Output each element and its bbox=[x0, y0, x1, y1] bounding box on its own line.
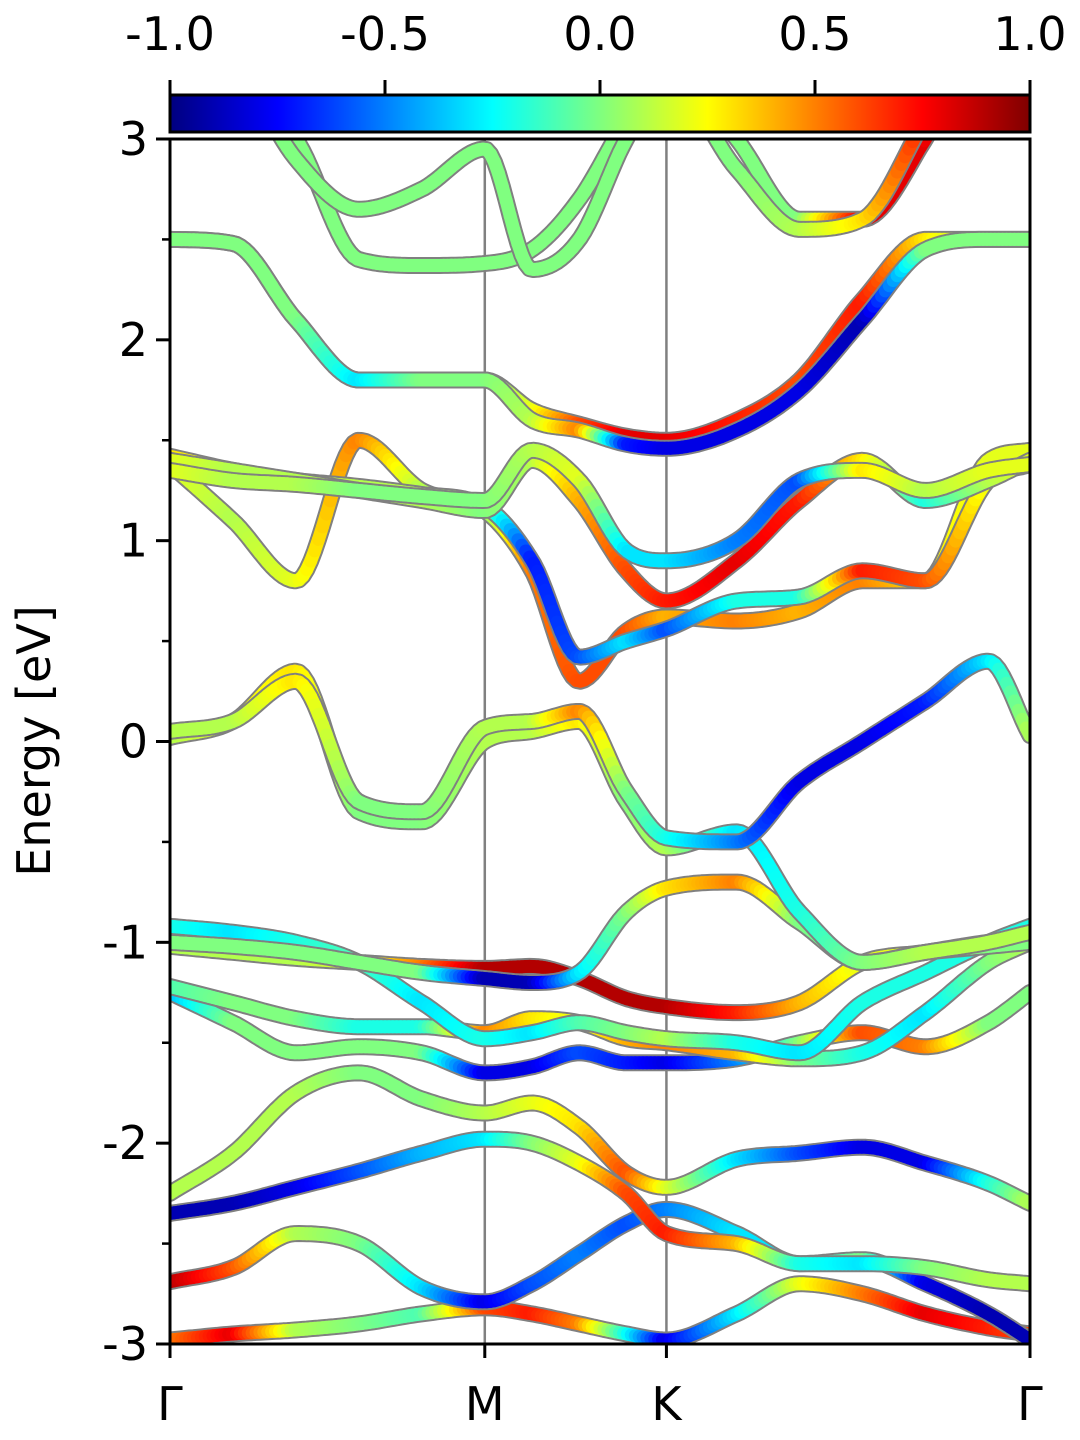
band bbox=[170, 873, 1030, 991]
band-segment bbox=[952, 59, 956, 67]
band-segment bbox=[948, 79, 952, 89]
colorbar-tick-label: 0.5 bbox=[778, 7, 851, 61]
band-segment bbox=[248, 80, 252, 87]
band-segment bbox=[975, 24, 979, 29]
band-segment bbox=[956, 60, 960, 70]
band-segment bbox=[244, 89, 248, 92]
band-segment bbox=[663, 79, 667, 80]
colorbar-gradient bbox=[168, 93, 1032, 134]
band-segment bbox=[690, 73, 694, 78]
band-segment bbox=[694, 78, 698, 83]
band-segment bbox=[674, 81, 678, 84]
band bbox=[170, 230, 1030, 457]
kpoint-label: Γ bbox=[157, 1377, 183, 1431]
band-segment bbox=[971, 29, 975, 35]
band-segment bbox=[221, 47, 225, 50]
band-segment bbox=[655, 63, 659, 67]
band-segment bbox=[663, 59, 667, 60]
band-segment bbox=[240, 68, 244, 74]
y-tick-label: 1 bbox=[119, 514, 148, 568]
band-segment bbox=[647, 73, 651, 80]
band-segment bbox=[956, 51, 960, 59]
band-segment bbox=[940, 83, 944, 91]
band-segment bbox=[655, 83, 659, 87]
y-tick-label: -2 bbox=[102, 1116, 148, 1170]
band-segment bbox=[979, 20, 983, 23]
band-segment bbox=[971, 26, 975, 31]
band-segment bbox=[667, 79, 671, 80]
band-segment bbox=[702, 88, 706, 94]
band-segment bbox=[643, 80, 647, 88]
band-segment bbox=[948, 67, 952, 75]
y-tick-label: 0 bbox=[119, 715, 148, 769]
y-axis-title: Energy [eV] bbox=[7, 605, 61, 876]
band-segment bbox=[237, 82, 241, 86]
band-segment bbox=[960, 44, 964, 51]
y-tick-label: -3 bbox=[102, 1317, 148, 1371]
band-segment bbox=[975, 23, 979, 27]
band-segment bbox=[968, 31, 972, 37]
band-segment bbox=[952, 69, 956, 79]
band-segment bbox=[659, 80, 663, 83]
y-tick-label: 3 bbox=[119, 112, 148, 166]
band-segment bbox=[244, 74, 248, 80]
band-segment bbox=[217, 44, 221, 47]
band bbox=[170, 1130, 1030, 1293]
colorbar-ticks: -1.0 -0.5 0.0 0.5 1.0 bbox=[125, 7, 1067, 95]
colorbar-tick-label: 0.0 bbox=[563, 7, 636, 61]
band bbox=[170, 1064, 1030, 1212]
band-segment bbox=[225, 71, 229, 75]
band-segment bbox=[674, 61, 678, 63]
band-segment bbox=[651, 67, 655, 73]
band bbox=[170, 441, 1030, 570]
y-tick-label: 2 bbox=[119, 313, 148, 367]
band-segment bbox=[240, 86, 244, 89]
band-segment bbox=[678, 84, 682, 88]
band-segment bbox=[221, 67, 225, 71]
band-segment bbox=[682, 66, 686, 70]
colorbar-tick-label: -1.0 bbox=[125, 7, 215, 61]
band-segment bbox=[686, 69, 690, 73]
band-segment bbox=[670, 79, 674, 81]
band-segment bbox=[233, 78, 237, 82]
band-segment bbox=[651, 87, 655, 93]
band-segment bbox=[682, 87, 686, 91]
band-outline bbox=[170, 873, 1030, 991]
kpoint-label: K bbox=[651, 1377, 683, 1431]
band-segment bbox=[698, 83, 702, 88]
band-segment bbox=[979, 20, 983, 23]
band bbox=[170, 1275, 1030, 1344]
band-segment bbox=[217, 63, 221, 67]
colorbar-tick-label: -0.5 bbox=[340, 7, 430, 61]
band-segment bbox=[944, 75, 948, 83]
band-segment bbox=[225, 50, 229, 54]
bands bbox=[170, 19, 1030, 1344]
band-segment bbox=[964, 42, 968, 50]
band-segment bbox=[237, 63, 241, 68]
band-segment bbox=[960, 51, 964, 60]
band-segment bbox=[233, 58, 237, 63]
band-segment bbox=[983, 19, 987, 20]
band-segment bbox=[678, 63, 682, 66]
kpoint-label: Γ bbox=[1017, 1377, 1043, 1431]
band-segment bbox=[252, 86, 256, 93]
y-tick-label: -1 bbox=[102, 915, 148, 969]
band-segment bbox=[670, 59, 674, 60]
band-segment bbox=[229, 54, 233, 58]
band-segment bbox=[968, 35, 972, 42]
band bbox=[217, 19, 987, 278]
kpoint-label: M bbox=[465, 1377, 505, 1431]
band-segment bbox=[983, 19, 987, 21]
band-segment bbox=[964, 37, 968, 44]
y-axis: 3 2 1 0 -1 -2 -3 bbox=[102, 112, 170, 1371]
band-segment bbox=[229, 75, 233, 79]
band bbox=[170, 652, 1030, 851]
band bbox=[170, 984, 1030, 1082]
colorbar-tick-label: 1.0 bbox=[993, 7, 1066, 61]
band-segment bbox=[659, 60, 663, 63]
colorbar: -1.0 -0.5 0.0 0.5 1.0 bbox=[125, 7, 1067, 134]
